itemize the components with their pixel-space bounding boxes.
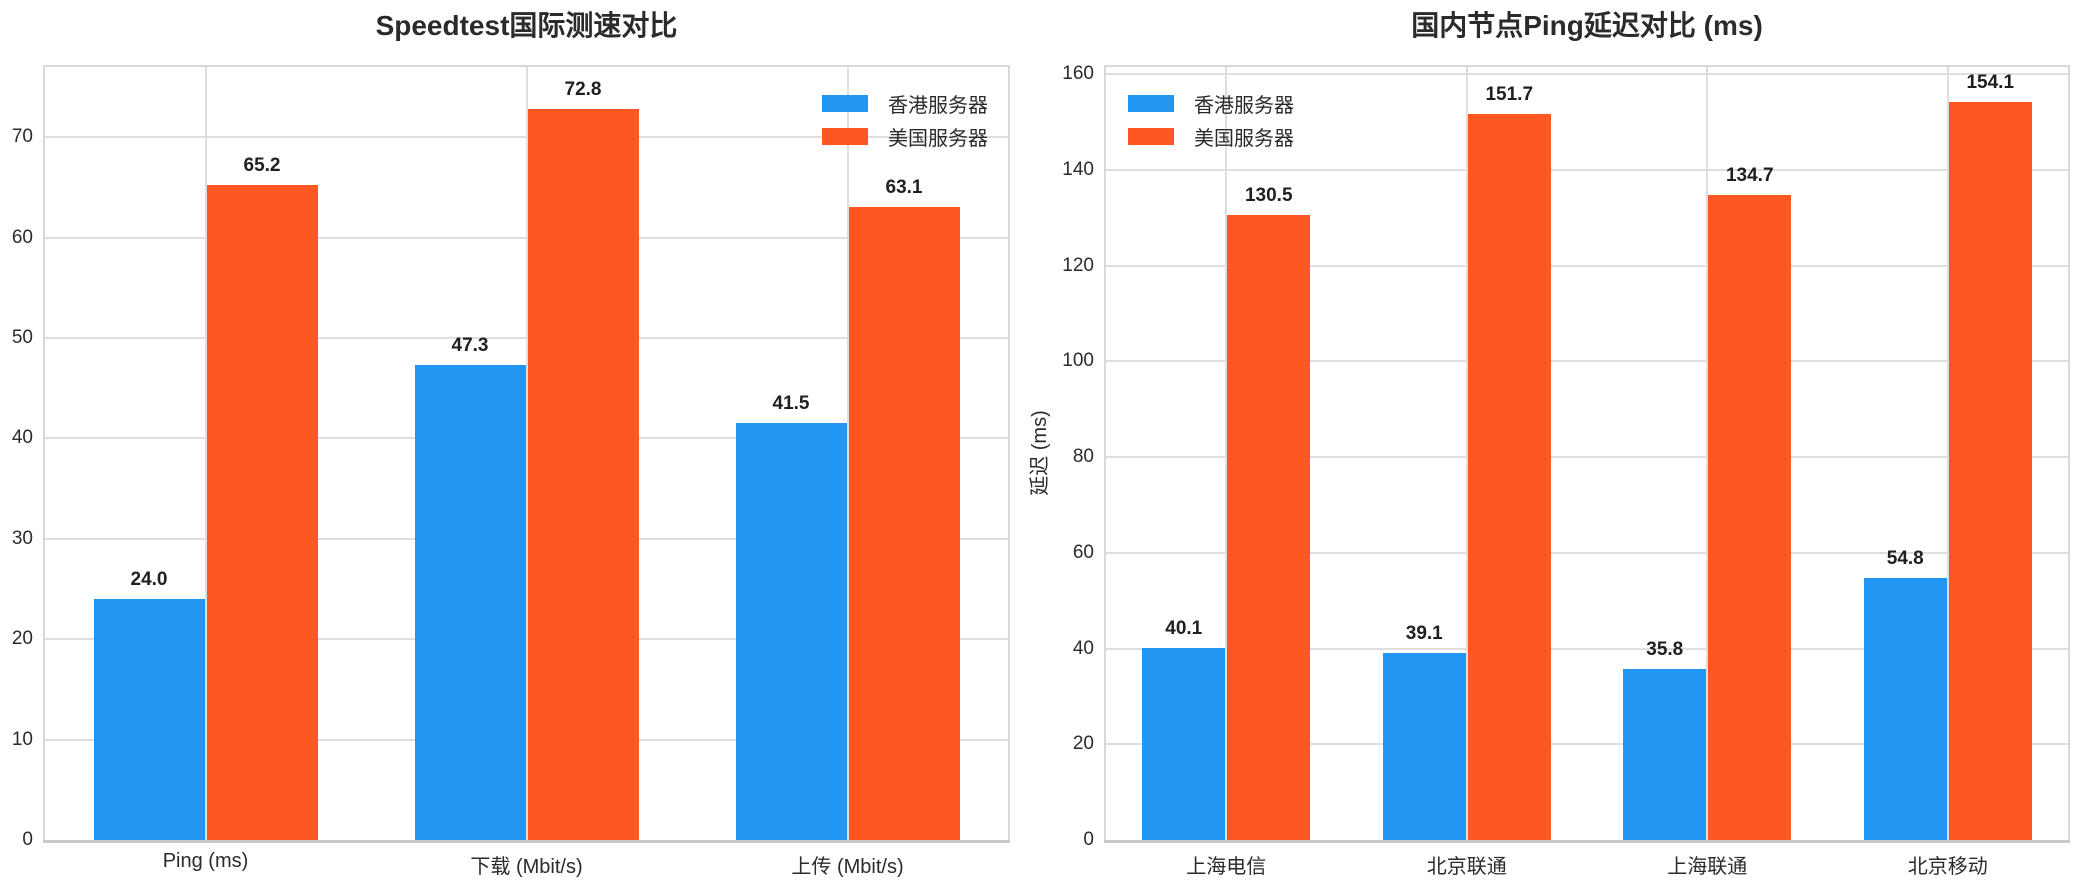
plot-frame-top — [43, 65, 1010, 67]
y-tick-label: 160 — [1062, 63, 1094, 85]
x-axis-line — [43, 840, 1010, 843]
value-label: 63.1 — [885, 176, 923, 198]
legend-label: 美国服务器 — [1194, 128, 1294, 150]
grid-line-v — [1946, 67, 1949, 840]
value-label: 54.8 — [1886, 547, 1924, 569]
grid-line-h — [1106, 168, 2068, 171]
value-label: 65.2 — [243, 155, 281, 177]
legend-swatch — [822, 95, 868, 112]
legend-label: 香港服务器 — [888, 95, 988, 117]
y-tick-label: 50 — [11, 327, 33, 349]
x-category-label: 北京移动 — [1907, 856, 1988, 878]
y-tick-label: 140 — [1062, 158, 1094, 180]
y-tick-label: 120 — [1062, 254, 1094, 276]
y-tick-label: 40 — [11, 427, 33, 449]
plot-frame-left — [1104, 67, 1106, 840]
grid-line-h — [1106, 264, 2068, 267]
right-plot-area: 40.1 39.1 35.8 54.8 130.5 151.7 134.7 154.1 香港服务… — [1104, 65, 2070, 843]
x-category-label: 上海电信 — [1186, 856, 1267, 878]
bar-美国服务器-上海电信 — [1227, 215, 1311, 840]
bar-香港服务器-上传 (Mbit/s) — [735, 423, 847, 840]
x-category-label: 北京联通 — [1426, 856, 1507, 878]
value-label: 39.1 — [1405, 622, 1443, 644]
x-axis-line — [1104, 840, 2070, 843]
bar-香港服务器-北京联通 — [1382, 652, 1466, 840]
right-chart-title: 国内节点Ping延迟对比 (ms) — [1411, 10, 1763, 41]
y-tick-label: 30 — [11, 527, 33, 549]
legend-label: 美国服务器 — [888, 128, 988, 150]
grid-line-h — [1106, 360, 2068, 363]
y-tick-label: 40 — [1072, 637, 1094, 659]
legend-swatch — [1128, 95, 1174, 112]
legend-item: 香港服务器 — [1128, 87, 1294, 120]
y-tick-label: 60 — [1072, 541, 1094, 563]
value-label: 24.0 — [130, 569, 168, 591]
value-label: 47.3 — [451, 335, 489, 357]
bar-香港服务器-北京移动 — [1863, 577, 1947, 840]
bar-美国服务器-北京联通 — [1467, 113, 1551, 840]
plot-frame-left — [43, 67, 45, 840]
y-tick-label: 0 — [22, 829, 33, 850]
plot-frame-right — [1008, 67, 1010, 840]
value-label: 154.1 — [1966, 72, 2015, 94]
value-label: 130.5 — [1244, 185, 1293, 207]
grid-line-v — [1225, 67, 1228, 840]
grid-line-v — [846, 67, 849, 840]
bar-香港服务器-上海电信 — [1142, 648, 1226, 840]
y-tick-label: 70 — [11, 126, 33, 148]
bar-美国服务器-下载 (Mbit/s) — [527, 109, 639, 840]
bar-美国服务器-上海联通 — [1708, 195, 1792, 840]
y-tick-label: 100 — [1062, 350, 1094, 372]
y-tick-label: 80 — [1072, 446, 1094, 468]
legend-swatch — [822, 128, 868, 145]
grid-line-v — [525, 67, 528, 840]
x-category-label: 下载 (Mbit/s) — [470, 856, 583, 878]
legend-swatch — [1128, 128, 1174, 145]
value-label: 41.5 — [772, 393, 810, 415]
value-label: 40.1 — [1165, 618, 1203, 640]
bar-香港服务器-Ping (ms) — [93, 599, 205, 840]
bar-美国服务器-北京移动 — [1948, 102, 2032, 840]
bar-香港服务器-上海联通 — [1623, 668, 1707, 840]
grid-line-h — [1106, 456, 2068, 459]
y-tick-label: 10 — [11, 728, 33, 750]
value-label: 35.8 — [1646, 638, 1684, 660]
x-category-label: Ping (ms) — [162, 850, 249, 872]
y-tick-label: 0 — [1083, 829, 1094, 850]
value-label: 151.7 — [1485, 83, 1534, 105]
bar-美国服务器-Ping (ms) — [206, 185, 318, 840]
legend: 香港服务器美国服务器 — [1128, 87, 1294, 153]
legend-label: 香港服务器 — [1194, 95, 1294, 117]
bar-香港服务器-下载 (Mbit/s) — [414, 365, 526, 840]
grid-line-v — [1465, 67, 1468, 840]
grid-line-h — [1106, 743, 2068, 746]
x-category-label: 上传 (Mbit/s) — [791, 856, 904, 878]
grid-line-h — [1106, 647, 2068, 650]
y-tick-label: 20 — [1072, 733, 1094, 755]
plot-frame-right — [2068, 67, 2070, 840]
value-label: 134.7 — [1725, 165, 1774, 187]
legend-item: 美国服务器 — [822, 120, 988, 153]
plot-frame-top — [1104, 65, 2070, 67]
left-plot-area: 24.0 47.3 41.5 65.2 72.8 63.1 香港服务器美国服务器 — [43, 65, 1010, 843]
grid-line-v — [204, 67, 207, 840]
x-category-label: 上海联通 — [1667, 856, 1748, 878]
grid-line-h — [1106, 551, 2068, 554]
legend-item: 香港服务器 — [822, 87, 988, 120]
grid-line-h — [1106, 73, 2068, 76]
y-tick-label: 20 — [11, 628, 33, 650]
bar-美国服务器-上传 (Mbit/s) — [848, 206, 960, 840]
value-label: 72.8 — [564, 79, 602, 101]
left-chart-title: Speedtest国际测速对比 — [375, 10, 678, 41]
grid-line-v — [1706, 67, 1709, 840]
legend-item: 美国服务器 — [1128, 120, 1294, 153]
legend: 香港服务器美国服务器 — [822, 87, 988, 153]
y-tick-label: 60 — [11, 226, 33, 248]
